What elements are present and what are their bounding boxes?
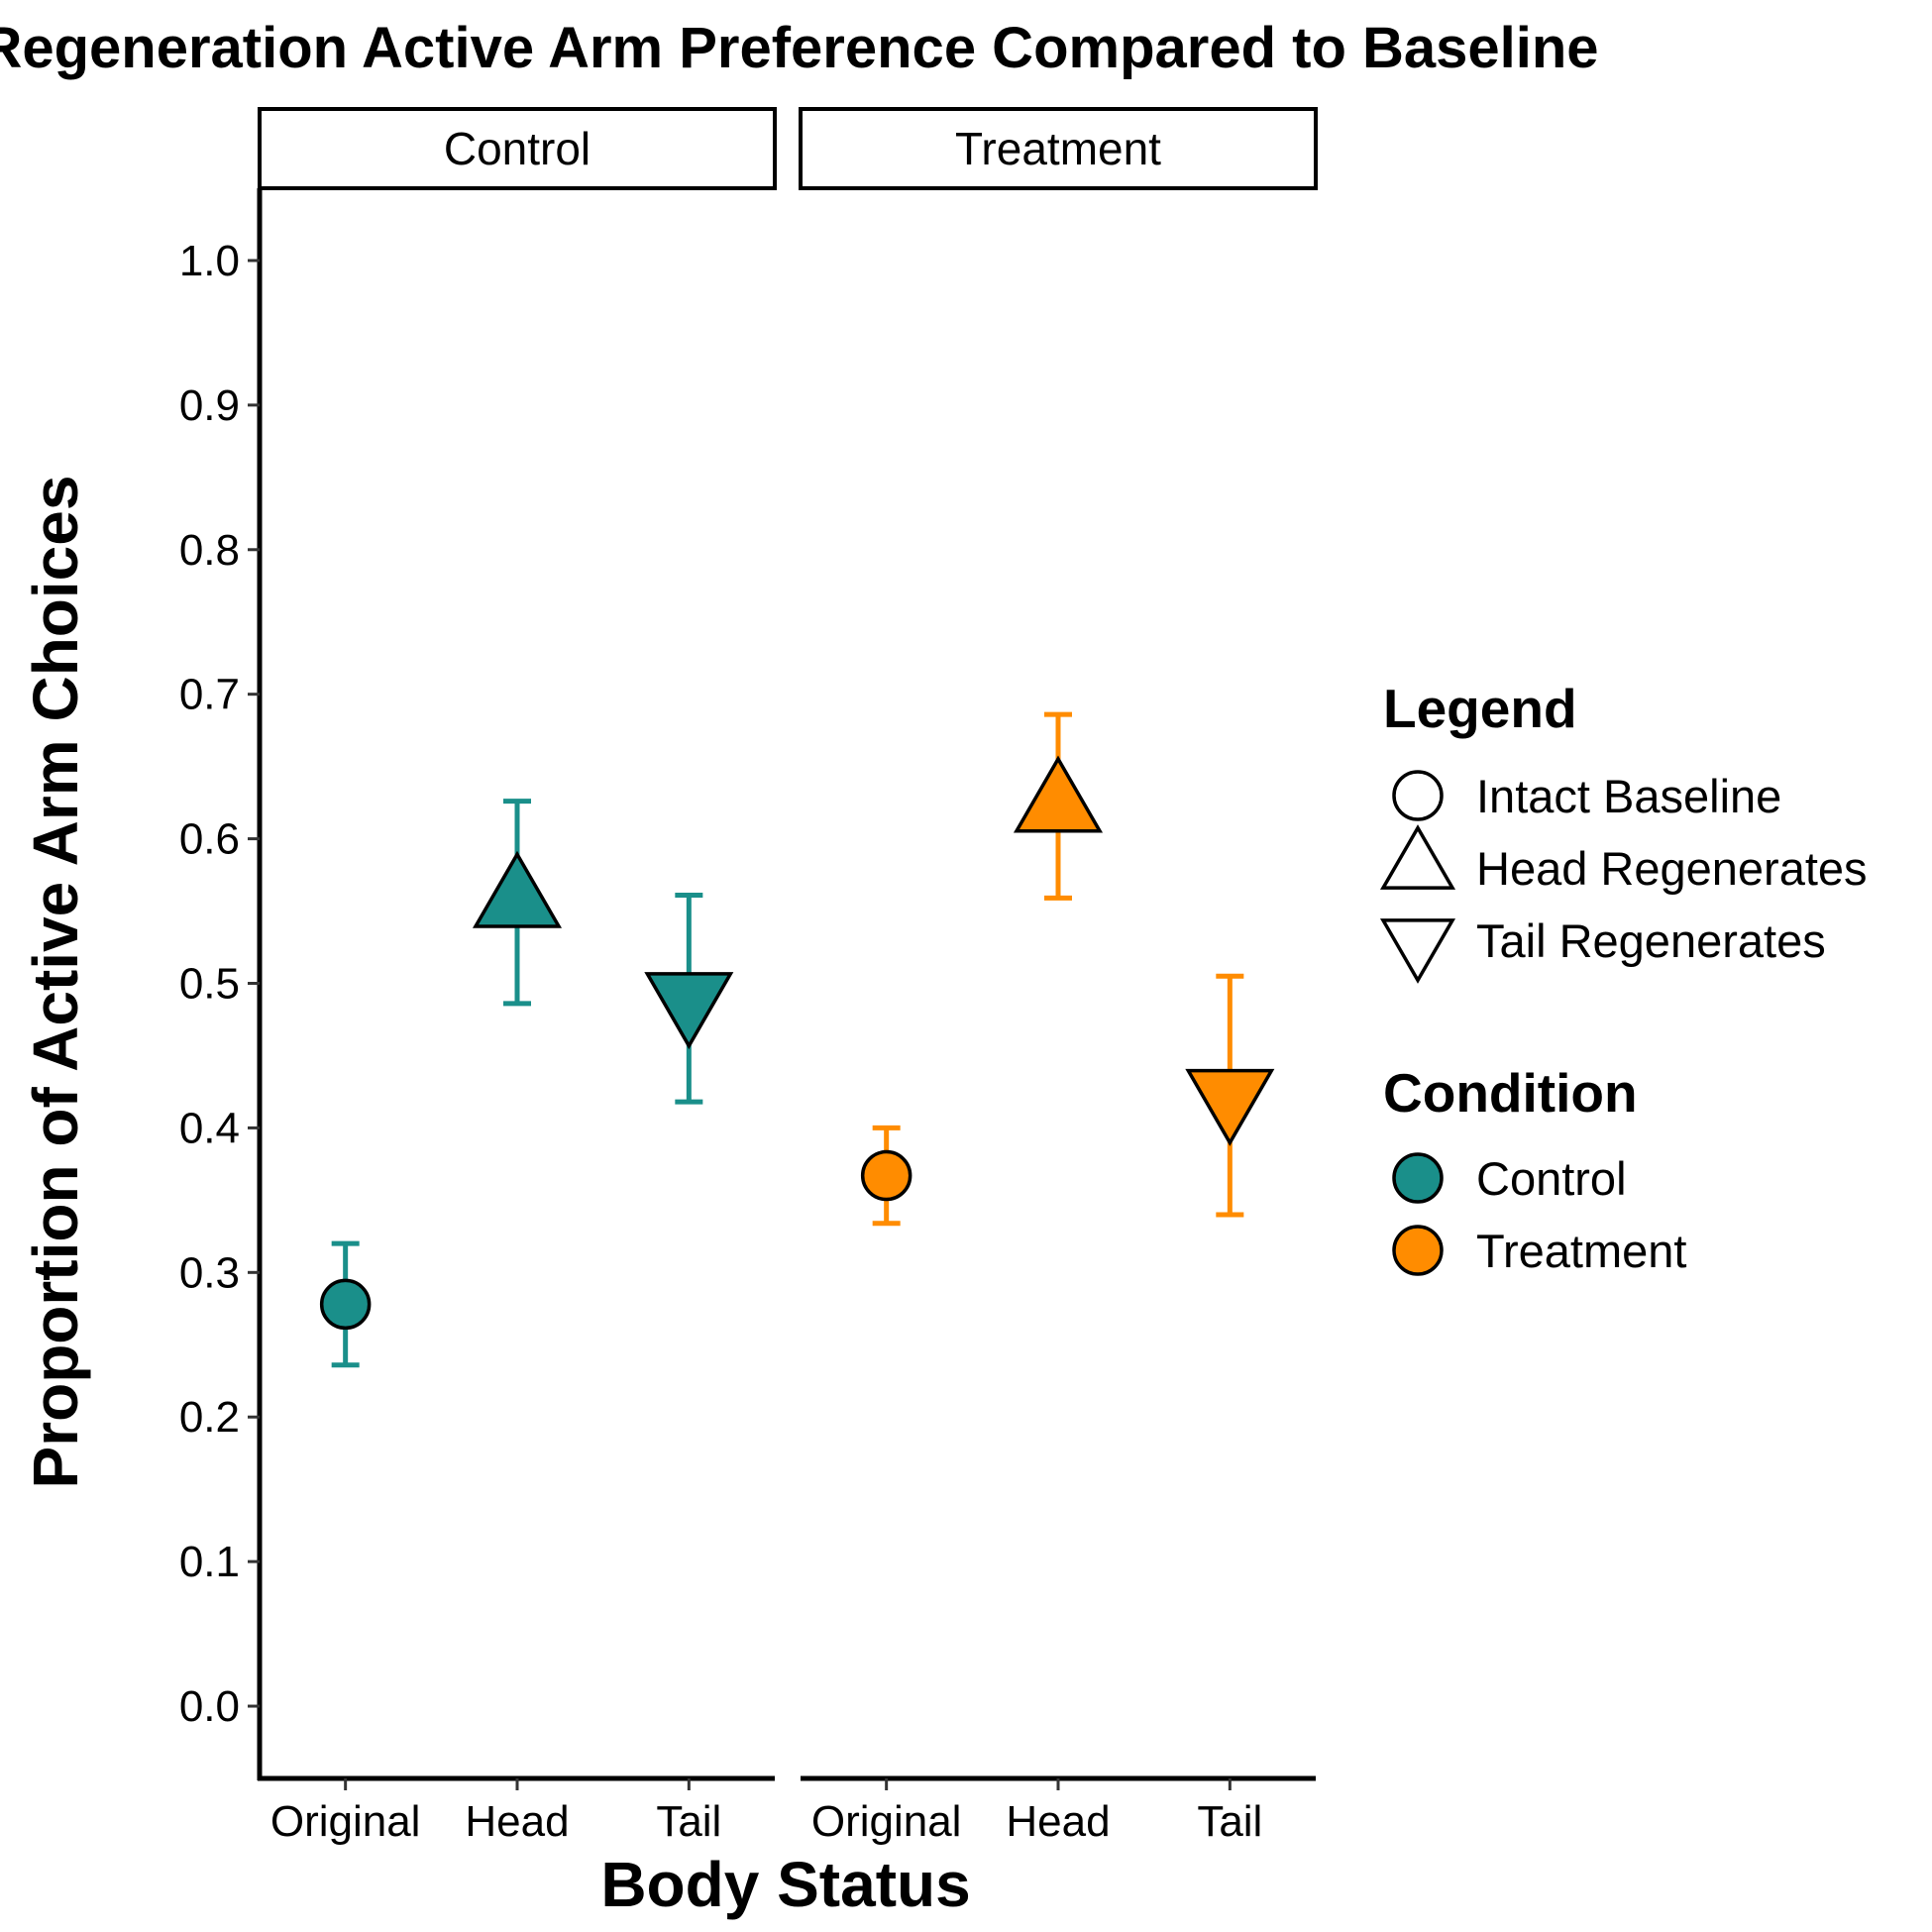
x-tick-label: Original xyxy=(811,1797,962,1846)
y-tick-label: 0.6 xyxy=(179,815,240,864)
data-point xyxy=(319,1278,372,1331)
panel-0: Control Original Head Tail 0.0 0.1 0.2 0.3 0.4 0.… xyxy=(179,107,777,1846)
legend-label: Tail Regenerates xyxy=(1476,914,1826,967)
legend-color: Condition Control Treatment xyxy=(1383,1062,1686,1277)
x-tick-label: Head xyxy=(1006,1797,1110,1846)
x-tick-label: Tail xyxy=(1197,1797,1262,1846)
y-tick-label: 0.9 xyxy=(179,381,240,430)
legend-title: Legend xyxy=(1383,678,1577,739)
legend-label: Control xyxy=(1476,1152,1627,1205)
data-point xyxy=(860,1149,912,1202)
legend-label: Intact Baseline xyxy=(1476,770,1781,822)
y-tick-label: 0.7 xyxy=(179,671,240,719)
data-point xyxy=(1185,1068,1275,1146)
legend-symbol xyxy=(1392,1152,1444,1204)
strip-box xyxy=(799,107,1318,190)
data-point xyxy=(472,850,563,928)
chart-title: Regeneration Active Arm Preference Compa… xyxy=(0,16,1599,80)
y-tick-label: 0.1 xyxy=(179,1538,240,1586)
legend-symbol xyxy=(1379,824,1456,890)
strip-label: Control xyxy=(444,123,590,174)
legend-symbol xyxy=(1392,1225,1444,1276)
legend-symbol xyxy=(1379,918,1456,984)
y-tick-label: 0.5 xyxy=(179,960,240,1009)
y-axis-title: Proportion of Active Arm Choices xyxy=(20,476,91,1489)
x-tick-label: Tail xyxy=(656,1797,721,1846)
strip-box xyxy=(258,107,777,190)
x-tick-label: Original xyxy=(270,1797,421,1846)
y-tick-label: 0.0 xyxy=(179,1682,240,1731)
legend-shape: Legend Intact Baseline Head Regenerates Tai… xyxy=(1379,678,1868,984)
y-tick-label: 0.4 xyxy=(179,1104,240,1152)
strip-label: Treatment xyxy=(955,123,1161,174)
data-point xyxy=(1013,755,1104,833)
y-tick-label: 0.2 xyxy=(179,1393,240,1442)
y-tick-label: 0.3 xyxy=(179,1248,240,1297)
legend-title: Condition xyxy=(1383,1062,1638,1124)
panels: Control Original Head Tail 0.0 0.1 0.2 0.3 0.4 0.… xyxy=(179,107,1318,1846)
x-axis-title: Body Status xyxy=(600,1849,970,1920)
x-tick-label: Head xyxy=(465,1797,569,1846)
data-point xyxy=(644,972,734,1050)
panel-1: Treatment Original Head Tail xyxy=(799,107,1318,1846)
legend-symbol xyxy=(1392,770,1444,821)
y-tick-label: 0.8 xyxy=(179,526,240,575)
y-tick-label: 1.0 xyxy=(179,237,240,285)
legend-label: Head Regenerates xyxy=(1476,842,1868,895)
legend-label: Treatment xyxy=(1476,1225,1686,1277)
